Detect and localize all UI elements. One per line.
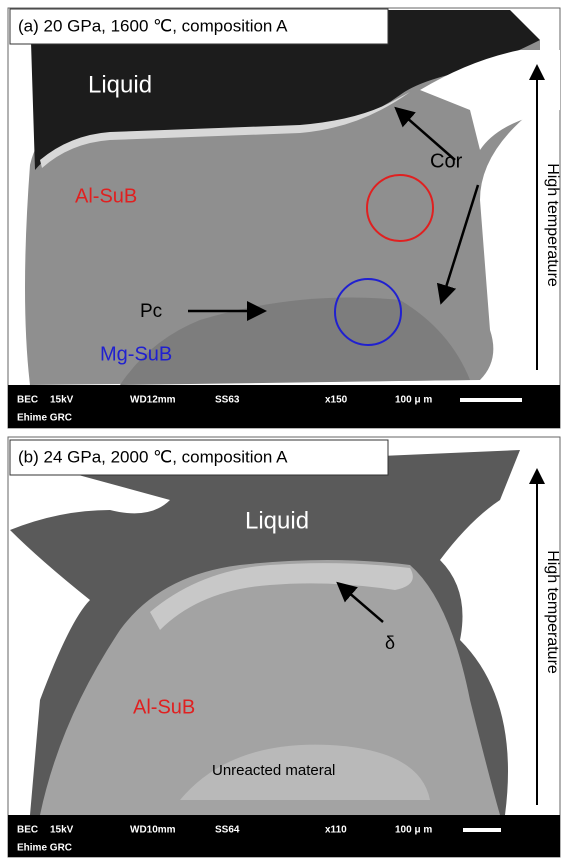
label: Mg-SuB	[100, 343, 172, 365]
label: Pc	[140, 301, 162, 322]
info-bar-bg	[8, 385, 560, 428]
info: Ehime GRC	[17, 843, 72, 854]
info: 15kV	[50, 825, 74, 836]
scale-bar	[460, 398, 522, 402]
label: Liquid	[245, 507, 309, 534]
side-label: High temperature	[544, 550, 561, 674]
info: WD10mm	[130, 825, 176, 836]
figure: (a) 20 GPa, 1600 ℃, composition A Liquid…	[0, 0, 567, 860]
info: 100 μ m	[395, 825, 432, 836]
info: x110	[325, 825, 347, 836]
label: δ	[385, 633, 395, 653]
info: WD12mm	[130, 395, 176, 406]
info: 15kV	[50, 395, 74, 406]
info-bar-bg	[8, 815, 560, 857]
label: Al-SuB	[75, 185, 137, 207]
info: SS63	[215, 395, 240, 406]
label: Cor	[430, 150, 463, 172]
panel-a: (a) 20 GPa, 1600 ℃, composition A Liquid…	[8, 8, 561, 428]
panel-title: (a) 20 GPa, 1600 ℃, composition A	[18, 16, 288, 35]
label: Unreacted materal	[212, 762, 335, 779]
info: 100 μ m	[395, 395, 432, 406]
scale-bar	[463, 828, 501, 832]
info: Ehime GRC	[17, 413, 72, 424]
label: Liquid	[88, 71, 152, 98]
info-bar: BEC 15kV WD10mm SS64 x110 100 μ m Ehime …	[8, 815, 560, 857]
info: BEC	[17, 825, 38, 836]
side-label: High temperature	[544, 163, 561, 287]
info: SS64	[215, 825, 240, 836]
label: Al-SuB	[133, 696, 195, 718]
info: x150	[325, 395, 348, 406]
info-bar: BEC 15kV WD12mm SS63 x150 100 μ m Ehime …	[8, 385, 560, 428]
panel-b: (b) 24 GPa, 2000 ℃, composition A Liquid…	[8, 437, 561, 857]
info: BEC	[17, 395, 38, 406]
panel-title: (b) 24 GPa, 2000 ℃, composition A	[18, 447, 288, 466]
